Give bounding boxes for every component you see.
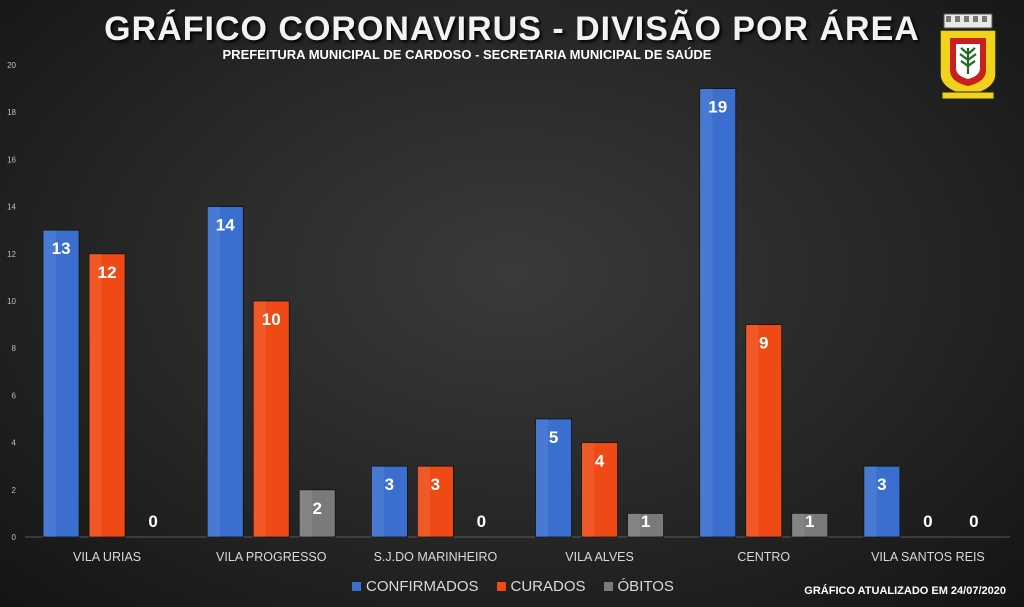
bar-highlight (863, 466, 877, 537)
bar-highlight (627, 513, 641, 537)
bar (535, 418, 572, 538)
bar (252, 300, 290, 538)
y-tick-label: 16 (7, 155, 16, 164)
bar-highlight (535, 419, 549, 537)
data-label: 13 (52, 239, 71, 258)
y-tick-label: 12 (7, 250, 16, 259)
category-label: S.J.DO MARINHEIRO (374, 550, 498, 564)
bar (417, 465, 454, 538)
bar-highlight (299, 489, 312, 537)
y-tick-label: 2 (12, 486, 17, 495)
bar (699, 88, 737, 538)
bar-highlight (89, 253, 102, 538)
category-label: CENTRO (737, 550, 790, 564)
y-tick-label: 0 (12, 533, 17, 542)
chart-title: GRÁFICO CORONAVIRUS - DIVISÃO POR ÁREA (104, 10, 920, 48)
category-label: VILA URIAS (73, 550, 141, 564)
legend-label: ÓBITOS (617, 578, 674, 595)
coat-of-arms-icon (936, 12, 1000, 107)
data-label: 2 (313, 499, 322, 518)
bar-highlight (699, 88, 713, 537)
data-label: 10 (262, 310, 281, 329)
bar-highlight (207, 206, 220, 537)
data-label: 0 (923, 512, 932, 531)
y-tick-label: 18 (7, 108, 16, 117)
data-label: 0 (148, 512, 157, 531)
bar (42, 229, 80, 538)
y-tick-label: 20 (7, 61, 16, 70)
category-label: VILA ALVES (565, 550, 634, 564)
y-tick-label: 4 (12, 439, 17, 448)
legend-swatch (603, 582, 613, 591)
bar (206, 206, 244, 538)
data-label: 3 (431, 475, 440, 494)
bar-highlight (253, 301, 266, 537)
update-note: GRÁFICO ATUALIZADO EM 24/07/2020 (804, 585, 1006, 597)
bar (791, 513, 829, 538)
data-label: 1 (805, 512, 814, 531)
bar (371, 465, 408, 538)
data-label: 3 (877, 475, 886, 494)
bar (627, 513, 664, 538)
chart-legend: CONFIRMADOS CURADOS ÓBITOS (352, 578, 674, 595)
y-tick-label: 8 (12, 344, 17, 353)
bar-highlight (791, 513, 805, 537)
chart-subtitle: PREFEITURA MUNICIPAL DE CARDOSO - SECRET… (222, 47, 712, 62)
data-label: 14 (216, 216, 235, 235)
bar-highlight (417, 466, 431, 537)
y-tick-label: 10 (7, 297, 16, 306)
y-tick-label: 14 (7, 203, 16, 212)
category-label: VILA SANTOS REIS (871, 550, 985, 564)
bar (88, 253, 126, 538)
bar (581, 442, 618, 538)
bar-highlight (371, 466, 385, 537)
data-label: 0 (969, 512, 978, 531)
bar (863, 465, 901, 538)
data-label: 1 (641, 512, 650, 531)
bar-highlight (745, 324, 759, 537)
bar (298, 489, 336, 538)
legend-label: CONFIRMADOS (366, 578, 479, 595)
data-label: 12 (98, 263, 117, 282)
data-label: 9 (759, 334, 768, 353)
legend-item-curados: CURADOS (496, 578, 586, 595)
data-label: 19 (708, 98, 727, 117)
data-label: 0 (477, 512, 486, 531)
bar-highlight (43, 230, 56, 537)
y-tick-label: 6 (12, 391, 17, 400)
data-label: 4 (595, 452, 605, 471)
legend-item-confirmados: CONFIRMADOS (352, 578, 479, 595)
data-label: 5 (549, 428, 558, 447)
data-label: 3 (385, 475, 394, 494)
bar (745, 324, 783, 538)
legend-swatch (496, 582, 506, 591)
legend-label: CURADOS (510, 578, 586, 595)
category-label: VILA PROGRESSO (216, 550, 327, 564)
legend-swatch (352, 582, 361, 591)
legend-item-obitos: ÓBITOS (603, 578, 674, 595)
bar-highlight (581, 442, 595, 537)
